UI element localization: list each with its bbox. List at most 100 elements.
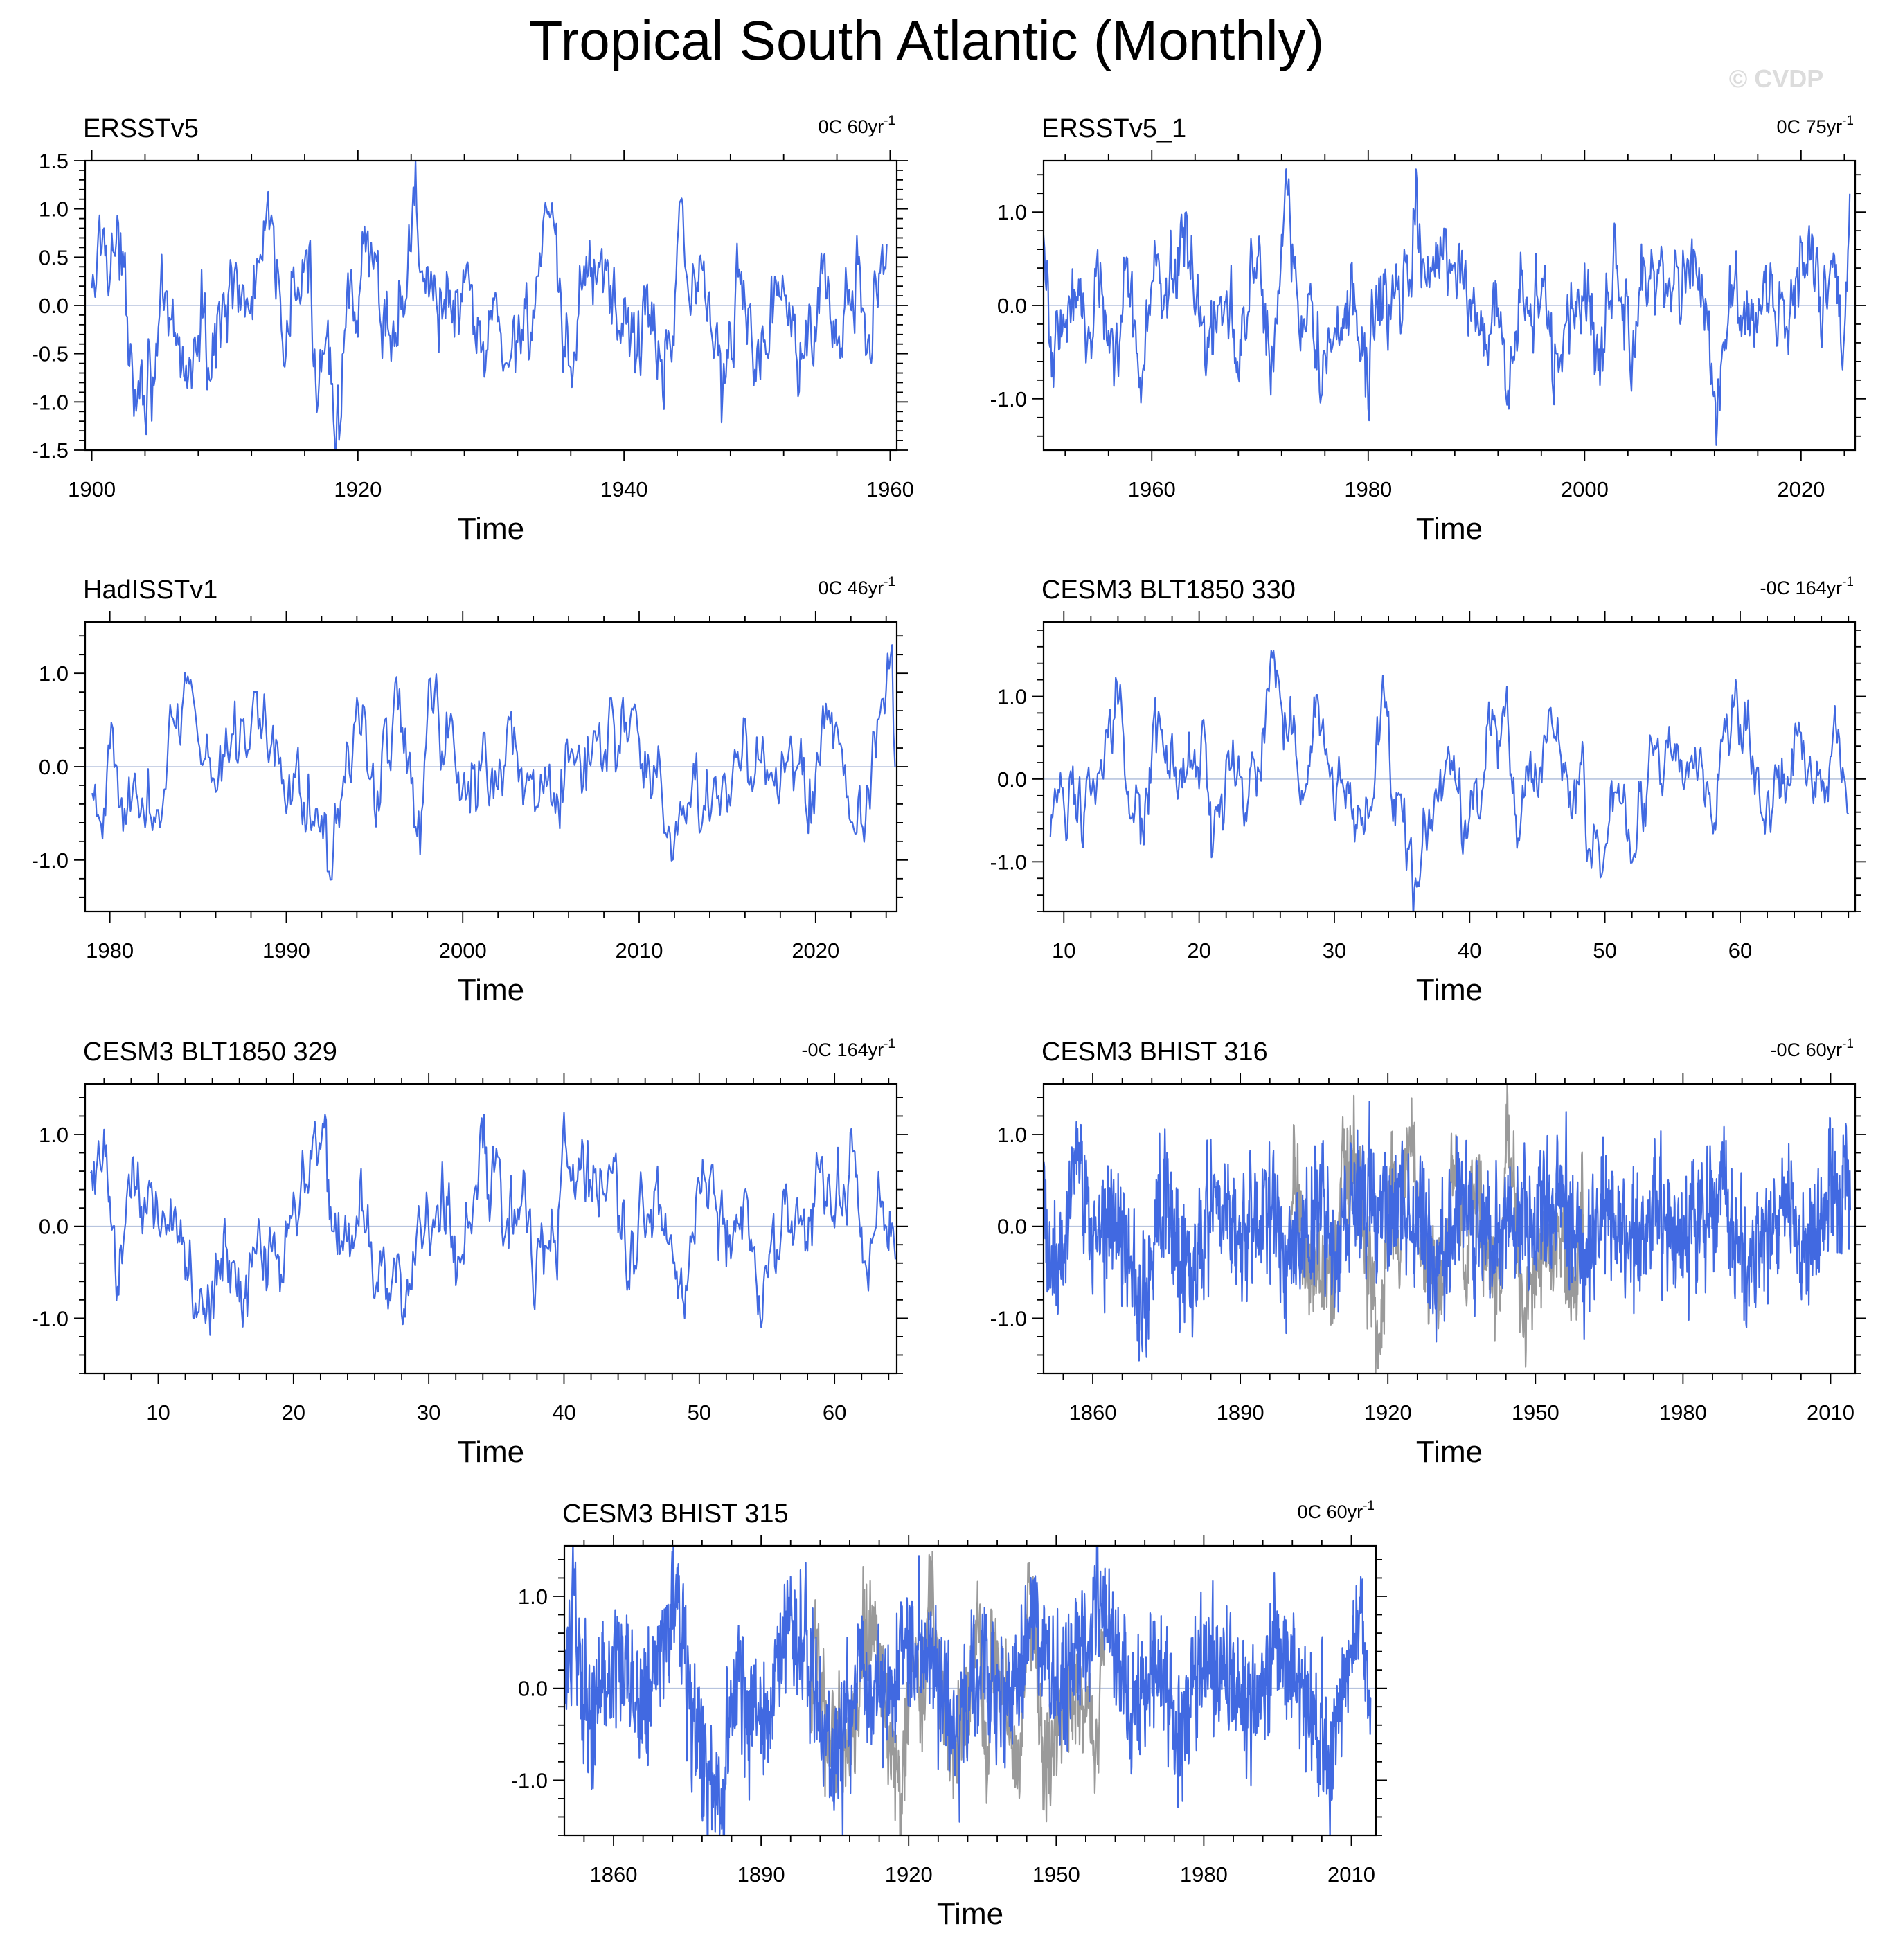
x-tick-label: 10 [146,1400,170,1425]
panel-3: -1.0 0.0 1.0 1980 1990 2000 2010 2020 Time HadISS… [32,575,908,1007]
y-tick-label: 1.0 [997,200,1027,224]
panel-stat: -0C 60yr-1 [1771,1037,1854,1060]
panel-stat: 0C 46yr-1 [819,575,895,598]
x-tick-label: 2010 [1327,1862,1375,1887]
y-tick-label: 1.0 [39,197,69,222]
y-tick-label: -1.0 [990,1306,1027,1330]
panel-stat: 0C 60yr-1 [819,114,895,137]
y-tick-label: 0.5 [39,245,69,269]
x-tick-label: 40 [552,1400,575,1425]
x-tick-label: 20 [282,1400,305,1425]
x-tick-label: 2000 [1561,477,1609,501]
y-tick-label: -1.0 [990,850,1027,874]
series-line-model [1044,1101,1851,1362]
series-line-model [1044,168,1851,446]
series-line-model [91,161,888,450]
series-line-model [91,644,896,881]
y-tick-label: 1.0 [39,661,69,686]
y-tick-label: 0.0 [518,1677,548,1701]
panel-6: -1.0 0.0 1.0 1860 1890 1920 1950 1980 2010 Time CE… [990,1037,1866,1469]
y-tick-label: 0.0 [39,1215,69,1239]
x-tick-label: 2020 [1777,477,1825,501]
plot-frame [1042,621,1857,913]
panel-1: -1.5 -1.0 -0.5 0.0 0.5 1.0 1.5 1900 1920 1940 1960… [32,114,914,546]
y-tick-label: 1.0 [39,1123,69,1147]
y-tick-label: -0.5 [32,342,69,366]
y-tick-label: 1.5 [39,149,69,173]
x-tick-label: 1860 [590,1862,638,1887]
y-tick-label: 0.0 [39,294,69,318]
series-line-reference [810,1551,1105,1835]
y-tick-label: -1.0 [32,1306,69,1330]
y-tick-label: 0.0 [997,1215,1027,1239]
x-tick-label: 60 [823,1400,846,1425]
x-tick-label: 1960 [1128,477,1176,501]
plot-frame [84,1083,898,1375]
x-tick-label: 40 [1458,938,1481,963]
x-axis-label: Time [1416,512,1483,546]
panel-title: CESM3 BHIST 316 [1041,1037,1268,1067]
y-tick-label: -1.0 [32,390,69,414]
y-tick-label: -1.0 [990,387,1027,411]
y-tick-label: 1.0 [997,1123,1027,1147]
x-tick-label: 1940 [600,477,648,501]
figure-title: Tropical South Atlantic (Monthly) [529,10,1325,71]
x-tick-label: 2010 [616,938,663,963]
series-line-model [1049,649,1850,911]
x-tick-label: 1980 [1180,1862,1228,1887]
cvdp-watermark: © CVDP [1729,64,1824,93]
x-axis-label: Time [458,1435,524,1469]
x-axis-label: Time [1416,1435,1483,1469]
x-tick-label: 1980 [1344,477,1392,501]
x-tick-label: 1950 [1512,1400,1559,1425]
panel-stat: -0C 164yr-1 [802,1037,895,1060]
x-tick-label: 20 [1187,938,1210,963]
y-tick-label: 0.0 [39,755,69,779]
x-tick-label: 1890 [737,1862,785,1887]
panel-title: ERSSTv5 [83,114,199,143]
y-tick-label: -1.5 [32,438,69,463]
x-tick-label: 30 [417,1400,440,1425]
x-tick-label: 1920 [1364,1400,1412,1425]
panel-title: CESM3 BLT1850 330 [1041,576,1296,605]
x-tick-label: 1990 [262,938,310,963]
x-tick-label: 60 [1728,938,1752,963]
y-tick-label: 1.0 [997,684,1027,709]
panel-title: CESM3 BHIST 315 [562,1499,789,1529]
series-line-model [89,1112,897,1336]
y-tick-label: -1.0 [32,848,69,873]
x-tick-label: 2020 [792,938,839,963]
plot-frame [563,1544,1377,1837]
x-tick-label: 1860 [1069,1400,1117,1425]
x-axis-label: Time [458,973,524,1007]
x-tick-label: 2010 [1807,1400,1854,1425]
panel-title: CESM3 BLT1850 329 [83,1037,337,1067]
panel-grid: -1.5 -1.0 -0.5 0.0 0.5 1.0 1.5 1900 1920 1940 1960… [32,114,1866,1931]
x-axis-label: Time [937,1897,1003,1931]
panel-4: -1.0 0.0 1.0 10 20 30 40 50 60 Time CESM3 BLT1850 … [990,575,1866,1007]
y-tick-label: 0.0 [997,767,1027,792]
x-tick-label: 1920 [334,477,382,501]
x-tick-label: 50 [688,1400,711,1425]
x-tick-label: 1980 [86,938,134,963]
x-tick-label: 1900 [68,477,116,501]
x-tick-label: 2000 [439,938,487,963]
panel-5: -1.0 0.0 1.0 10 20 30 40 50 60 Time CESM3 BLT1850 … [32,1037,908,1469]
x-tick-label: 30 [1323,938,1346,963]
x-tick-label: 1950 [1032,1862,1080,1887]
panel-stat: 0C 60yr-1 [1298,1499,1375,1522]
y-tick-label: 1.0 [518,1585,548,1609]
panel-stat: -0C 164yr-1 [1760,575,1854,598]
x-tick-label: 1960 [866,477,914,501]
series-line-model [564,1546,1372,1835]
panel-title: ERSSTv5_1 [1041,114,1186,143]
x-tick-label: 10 [1052,938,1075,963]
y-tick-label: -1.0 [511,1768,548,1792]
x-tick-label: 1890 [1217,1400,1264,1425]
panel-title: HadISSTv1 [83,576,217,605]
x-tick-label: 1980 [1659,1400,1707,1425]
panel-7: -1.0 0.0 1.0 1860 1890 1920 1950 1980 2010 Time CE… [511,1499,1387,1931]
x-tick-label: 1920 [885,1862,933,1887]
x-axis-label: Time [1416,973,1483,1007]
